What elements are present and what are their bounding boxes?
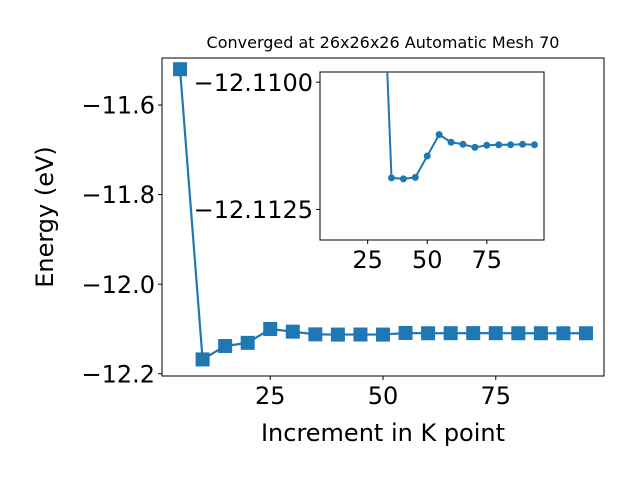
main-y-tick-label: −12.2 (81, 360, 155, 388)
inset-x-tick-label: 75 (472, 246, 503, 274)
main-data-point (285, 324, 300, 339)
inset-x-tick-label: 25 (352, 246, 383, 274)
main-x-tick-label: 75 (480, 382, 511, 410)
main-data-point (556, 326, 571, 341)
main-y-tick-label: −11.6 (81, 92, 155, 120)
main-data-point (173, 62, 188, 77)
main-data-point (443, 326, 458, 341)
main-data-point (330, 327, 345, 342)
inset-data-point (530, 141, 538, 149)
main-data-point (195, 352, 210, 367)
inset-data-point (435, 131, 443, 139)
inset-data-point (483, 141, 491, 149)
inset-axes-frame (319, 71, 545, 241)
inset-data-point (471, 143, 479, 151)
inset-data-point (399, 175, 407, 183)
main-y-axis-label: Energy (eV) (31, 146, 59, 288)
main-data-point (398, 326, 413, 341)
inset-data-point (411, 173, 419, 181)
main-data-point (488, 326, 503, 341)
main-y-tick-label: −11.8 (81, 181, 155, 209)
inset-data-point (387, 174, 395, 182)
main-data-point (421, 326, 436, 341)
inset-data-point (519, 140, 527, 148)
main-x-axis-label: Increment in K point (261, 419, 505, 447)
main-data-point (353, 327, 368, 342)
inset-data-point (423, 152, 431, 160)
inset-y-tick-label: −12.1125 (194, 196, 313, 224)
inset-data-point (495, 141, 503, 149)
main-x-tick-label: 25 (255, 382, 286, 410)
main-data-point (511, 326, 526, 341)
main-data-point (308, 327, 323, 342)
main-data-point (218, 338, 233, 353)
inset-y-tick-label: −12.1100 (194, 69, 313, 97)
main-data-point (533, 326, 548, 341)
inset-data-point (447, 138, 455, 146)
main-title: Converged at 26x26x26 Automatic Mesh 70 (207, 33, 560, 52)
inset-data-area (386, 72, 538, 183)
main-data-point (578, 326, 593, 341)
main-data-point (240, 335, 255, 350)
inset-data-point (459, 140, 467, 148)
main-data-point (466, 326, 481, 341)
inset-x-tick-label: 50 (412, 246, 443, 274)
inset-plot: 25 50 75 −12.1125 −12.1100 (194, 69, 545, 274)
main-data-area (173, 62, 593, 367)
main-data-point (376, 327, 390, 342)
inset-data-point (507, 141, 515, 149)
main-y-tick-label: −12.0 (81, 271, 155, 299)
main-data-point (263, 321, 278, 336)
main-x-tick-label: 50 (368, 382, 399, 410)
